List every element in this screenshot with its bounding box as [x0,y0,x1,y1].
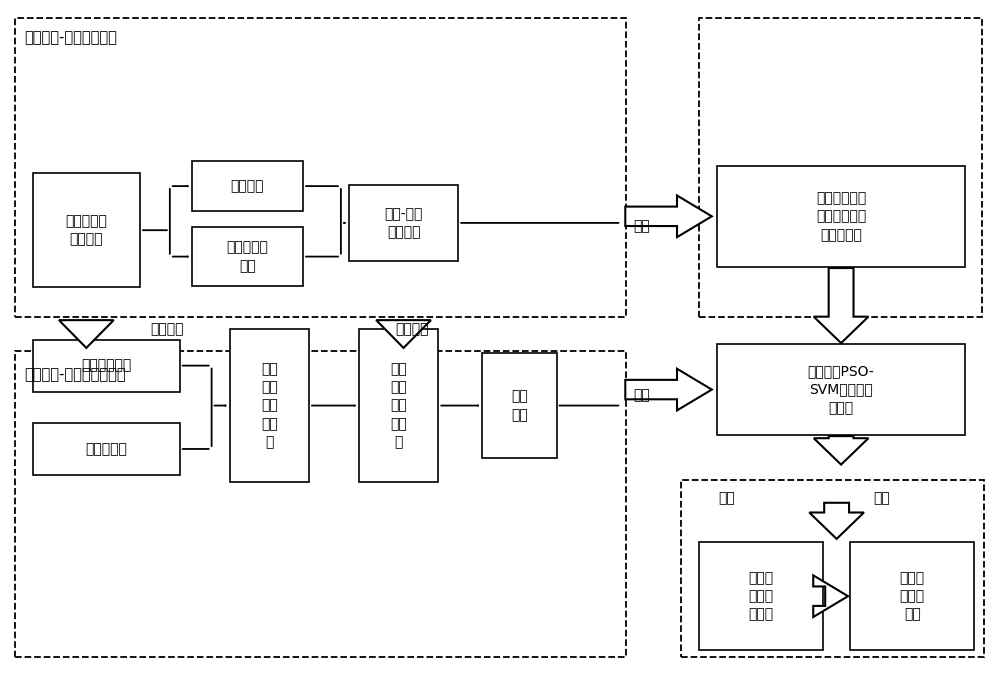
Text: 集成: 集成 [719,491,736,505]
Bar [230,329,309,482]
Bar [33,173,140,288]
Text: 有限元模型: 有限元模型 [85,442,127,456]
Bar [33,423,180,475]
Bar [15,351,626,657]
Bar [699,542,823,650]
Text: 干式电抗器
物理实体: 干式电抗器 物理实体 [65,214,107,246]
Bar [717,344,965,435]
Text: 三维流体-温度场耦合模型: 三维流体-温度场耦合模型 [25,367,126,382]
Bar [850,542,974,650]
Text: 融合: 融合 [633,219,650,233]
Text: 融合: 融合 [633,388,650,402]
Text: 流体
温度
场分
布分
析: 流体 温度 场分 布分 析 [261,362,278,449]
Text: 载荷传递的循
环迭代多物理
场模型融合: 载荷传递的循 环迭代多物理 场模型融合 [816,191,866,242]
Polygon shape [59,320,114,348]
Bar [33,340,180,392]
Text: 实例
验证: 实例 验证 [511,389,528,422]
Text: 有限元电磁
模型: 有限元电磁 模型 [226,240,268,273]
Polygon shape [809,503,864,539]
Text: 应用: 应用 [873,491,890,505]
Text: 故障模
拟与等
级设置: 故障模 拟与等 级设置 [748,570,774,622]
Bar [349,185,458,261]
Bar [359,329,438,482]
Polygon shape [625,195,712,237]
Bar [681,480,984,657]
Polygon shape [813,575,848,617]
Bar [192,227,303,286]
Text: 二维磁路-电路分析模型: 二维磁路-电路分析模型 [25,30,118,45]
Text: 故障预
警分级
系统: 故障预 警分级 系统 [900,570,925,622]
Polygon shape [814,268,868,343]
Text: 几何参数: 几何参数 [150,322,183,336]
Polygon shape [814,436,868,465]
Text: 基于改进PSO-
SVM的模型降
解处理: 基于改进PSO- SVM的模型降 解处理 [808,364,874,415]
Bar [15,18,626,316]
Text: 磁路-电路
分析模型: 磁路-电路 分析模型 [384,206,423,239]
Text: 理论计算模型: 理论计算模型 [81,358,131,372]
Text: 包封
温度
场分
布分
析: 包封 温度 场分 布分 析 [390,362,407,449]
Bar [699,18,982,316]
Bar [482,354,557,458]
Polygon shape [625,369,712,410]
Polygon shape [376,320,431,348]
Bar [717,166,965,267]
Text: 电路模型: 电路模型 [231,179,264,193]
Text: 包封损耗: 包封损耗 [396,322,429,336]
Bar [192,161,303,211]
